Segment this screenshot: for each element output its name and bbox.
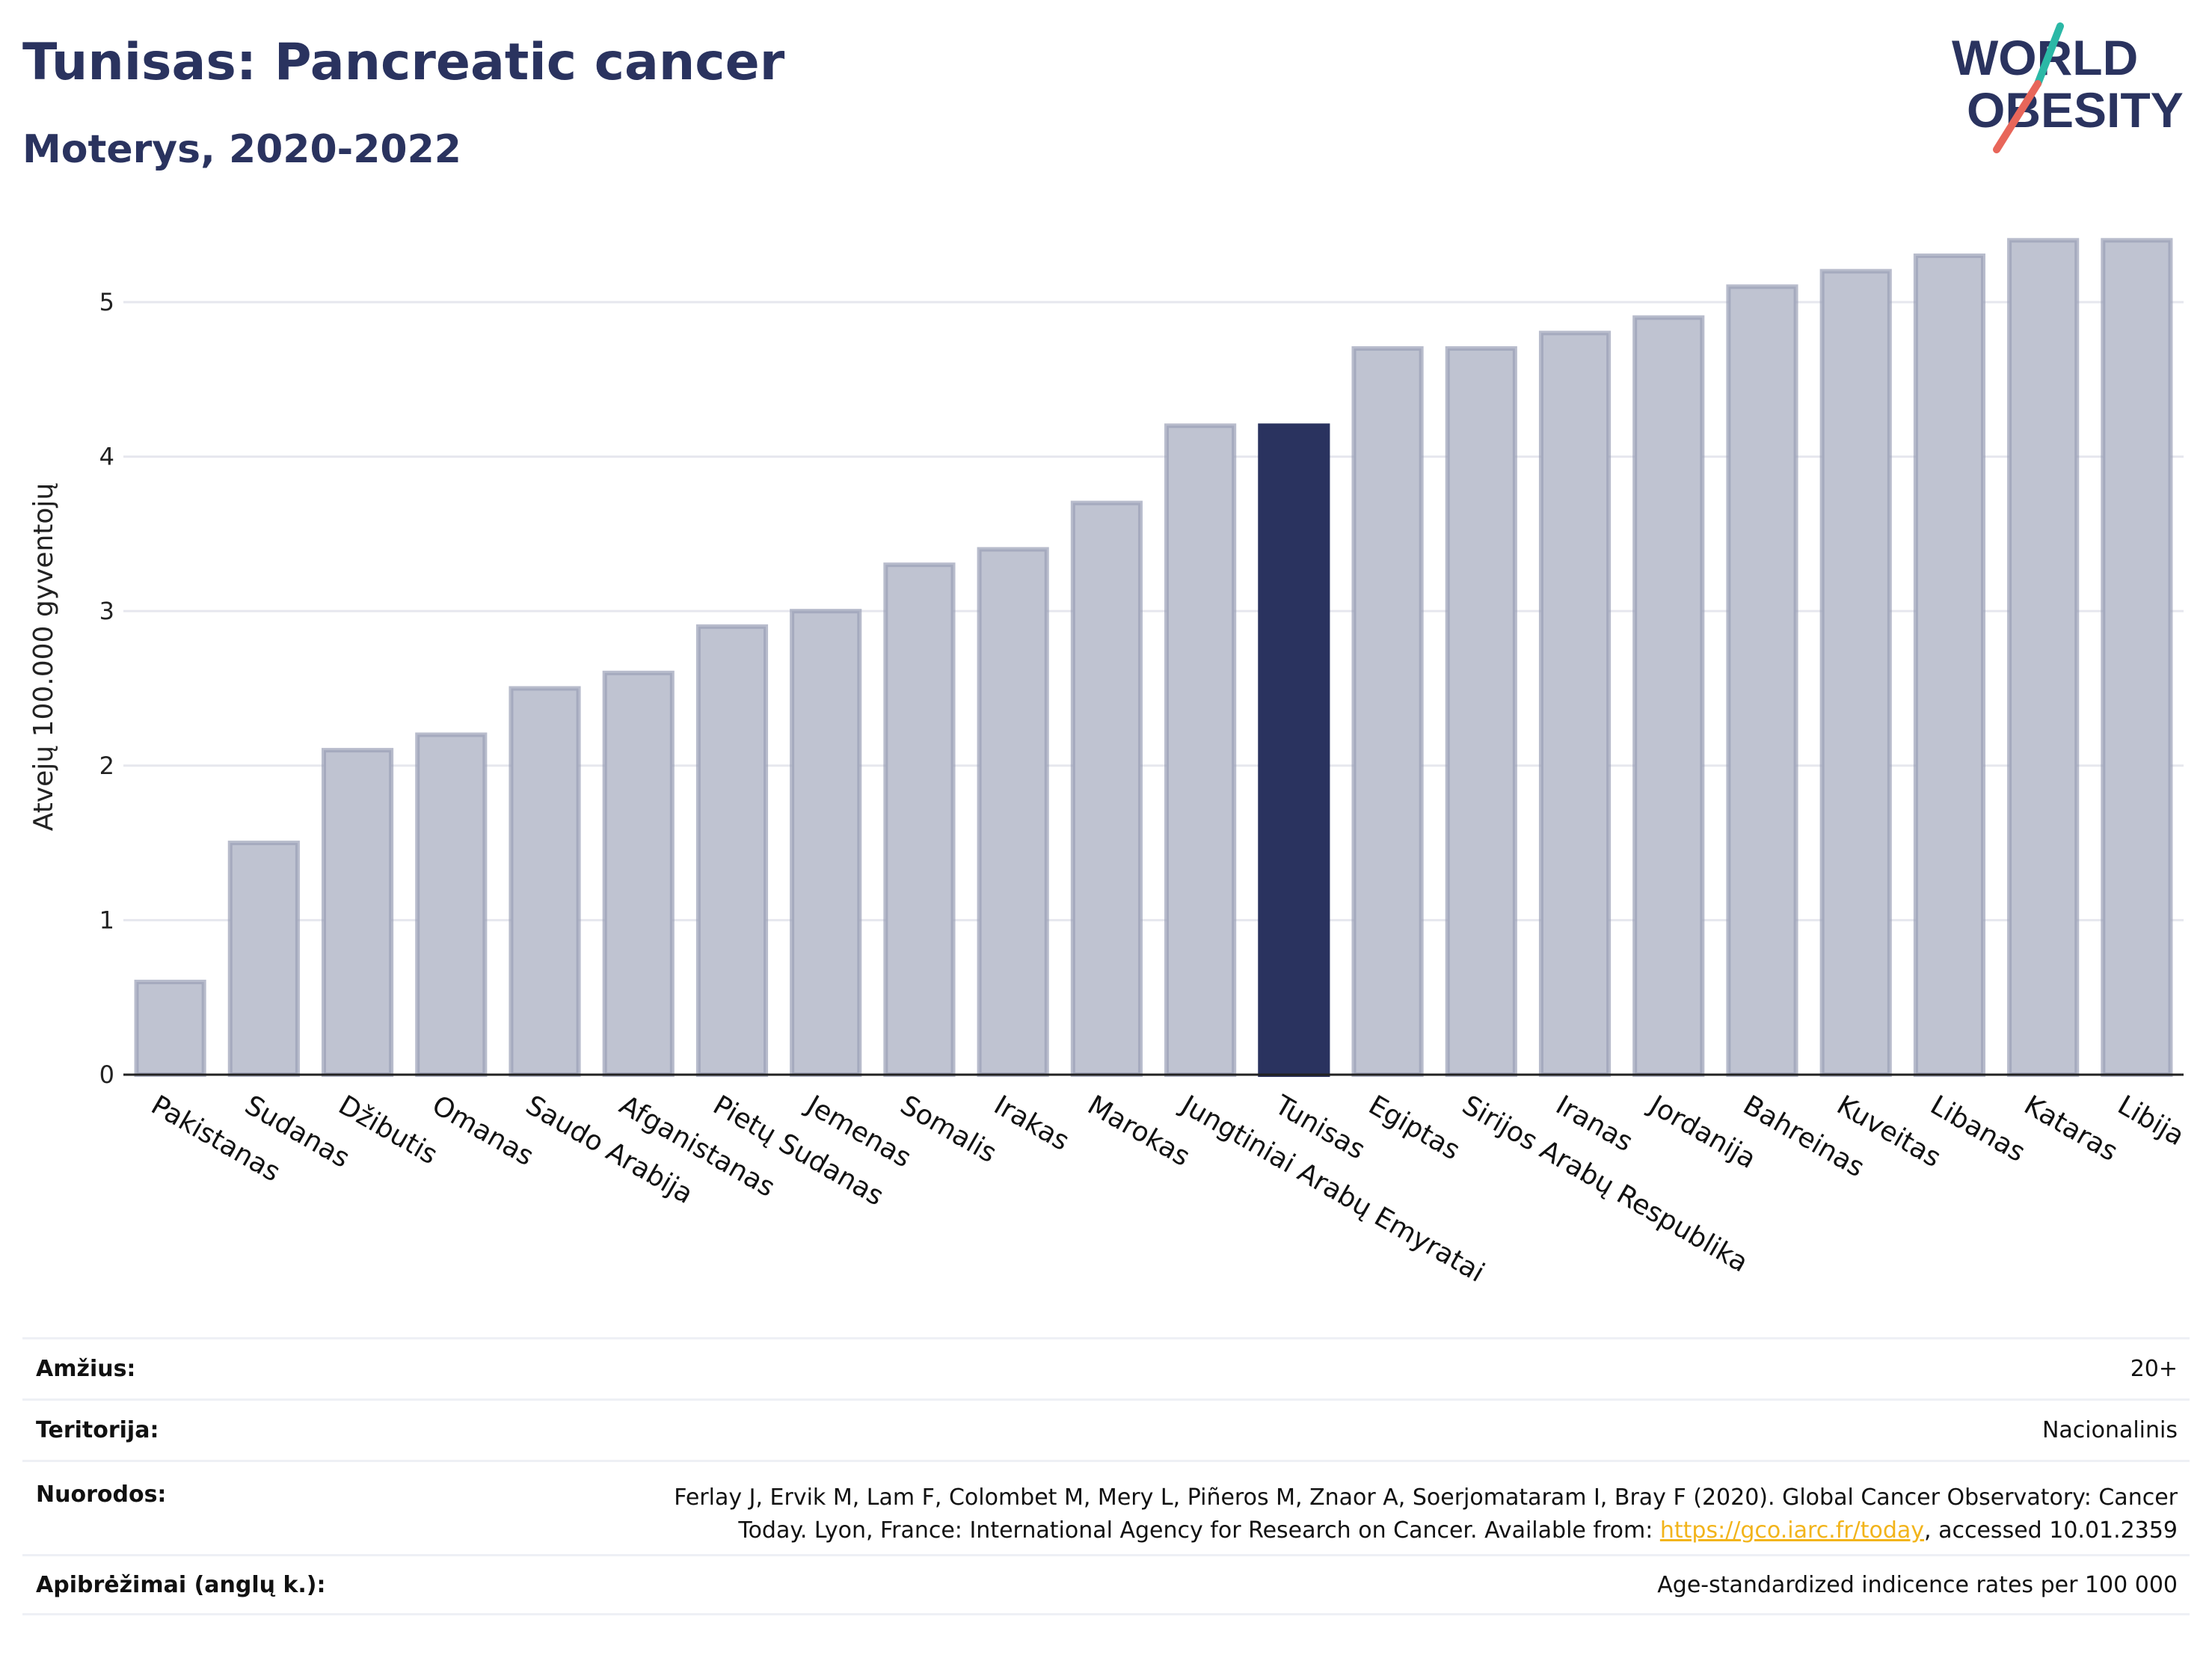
meta-row-age: Amžius: 20+ xyxy=(22,1337,2190,1398)
bar xyxy=(321,748,394,1077)
references-accessed: , accessed 10.01.2359 xyxy=(1924,1517,2178,1544)
x-tick-label: Džibutis xyxy=(334,1090,443,1170)
y-axis-label: Atvejų 100.000 gyventojų xyxy=(28,483,59,832)
logo-slash-teal xyxy=(2034,22,2064,87)
x-tick-label: Marokas xyxy=(1082,1090,1195,1173)
x-tick-label: Jordanija xyxy=(1643,1089,1761,1175)
y-tick-label: 5 xyxy=(99,288,114,316)
bar xyxy=(883,562,956,1078)
bar xyxy=(602,670,675,1077)
logo-text-obesity: OBESITY xyxy=(1967,82,2184,138)
bar xyxy=(1258,423,1330,1077)
bar xyxy=(227,841,300,1077)
bar xyxy=(1351,346,1424,1078)
world-obesity-logo: WORLD OBESITY xyxy=(1952,22,2184,153)
x-tick-label: Afganistanas xyxy=(614,1090,780,1203)
bar xyxy=(1913,253,1986,1077)
x-tick-label: Libija xyxy=(2113,1090,2190,1152)
bar xyxy=(2101,238,2173,1078)
bar xyxy=(1164,423,1237,1077)
references-value: Ferlay J, Ervik M, Lam F, Colombet M, Me… xyxy=(607,1481,2190,1547)
definitions-value: Age-standardized indicence rates per 100… xyxy=(1657,1571,2178,1598)
y-tick-label: 3 xyxy=(99,597,114,625)
territory-value: Nacionalinis xyxy=(2042,1417,2178,1443)
meta-row-territory: Teritorija: Nacionalinis xyxy=(22,1398,2190,1460)
meta-row-references: Nuorodos: Ferlay J, Ervik M, Lam F, Colo… xyxy=(22,1460,2190,1554)
x-tick-label: Irakas xyxy=(989,1090,1074,1157)
bar xyxy=(509,686,581,1077)
bar xyxy=(134,980,206,1078)
bar xyxy=(2007,238,2080,1078)
chart-title: Tunisas: Pancreatic cancer xyxy=(22,33,785,92)
bar xyxy=(695,624,769,1077)
age-value: 20+ xyxy=(2130,1356,2178,1382)
x-tick-label: Saudo Arabija xyxy=(520,1090,698,1210)
age-label: Amžius: xyxy=(36,1356,136,1382)
y-tick-label: 0 xyxy=(99,1060,114,1089)
references-label: Nuorodos: xyxy=(36,1481,167,1508)
bar xyxy=(1726,284,1798,1077)
y-tick-label: 2 xyxy=(99,752,114,780)
metadata-table: Amžius: 20+ Teritorija: Nacionalinis Nuo… xyxy=(22,1337,2190,1615)
bar xyxy=(1632,315,1705,1077)
references-text: Ferlay J, Ervik M, Lam F, Colombet M, Me… xyxy=(674,1484,2178,1544)
chart-subtitle: Moterys, 2020-2022 xyxy=(22,127,461,172)
bar xyxy=(415,732,488,1077)
bar xyxy=(977,547,1049,1077)
x-tick-label: Omanas xyxy=(427,1090,539,1172)
bar xyxy=(1445,346,1517,1078)
definitions-label: Apibrėžimai (anglų k.): xyxy=(36,1571,326,1598)
bar xyxy=(790,609,862,1077)
x-tick-label: Libanas xyxy=(1925,1090,2030,1168)
y-tick-label: 1 xyxy=(99,906,114,934)
bar xyxy=(1819,268,1892,1078)
meta-row-definitions: Apibrėžimai (anglų k.): Age-standardized… xyxy=(22,1554,2190,1615)
bar xyxy=(1070,500,1143,1077)
x-tick-label: Egiptas xyxy=(1363,1090,1465,1166)
y-tick-label: 4 xyxy=(99,443,114,471)
x-tick-label: Somalis xyxy=(895,1090,1001,1169)
x-tick-label: Kataras xyxy=(2019,1090,2123,1167)
logo-slash-coral xyxy=(1993,80,2042,153)
references-link[interactable]: https://gco.iarc.fr/today xyxy=(1659,1517,1925,1544)
bar xyxy=(1538,331,1612,1078)
territory-label: Teritorija: xyxy=(36,1417,159,1443)
